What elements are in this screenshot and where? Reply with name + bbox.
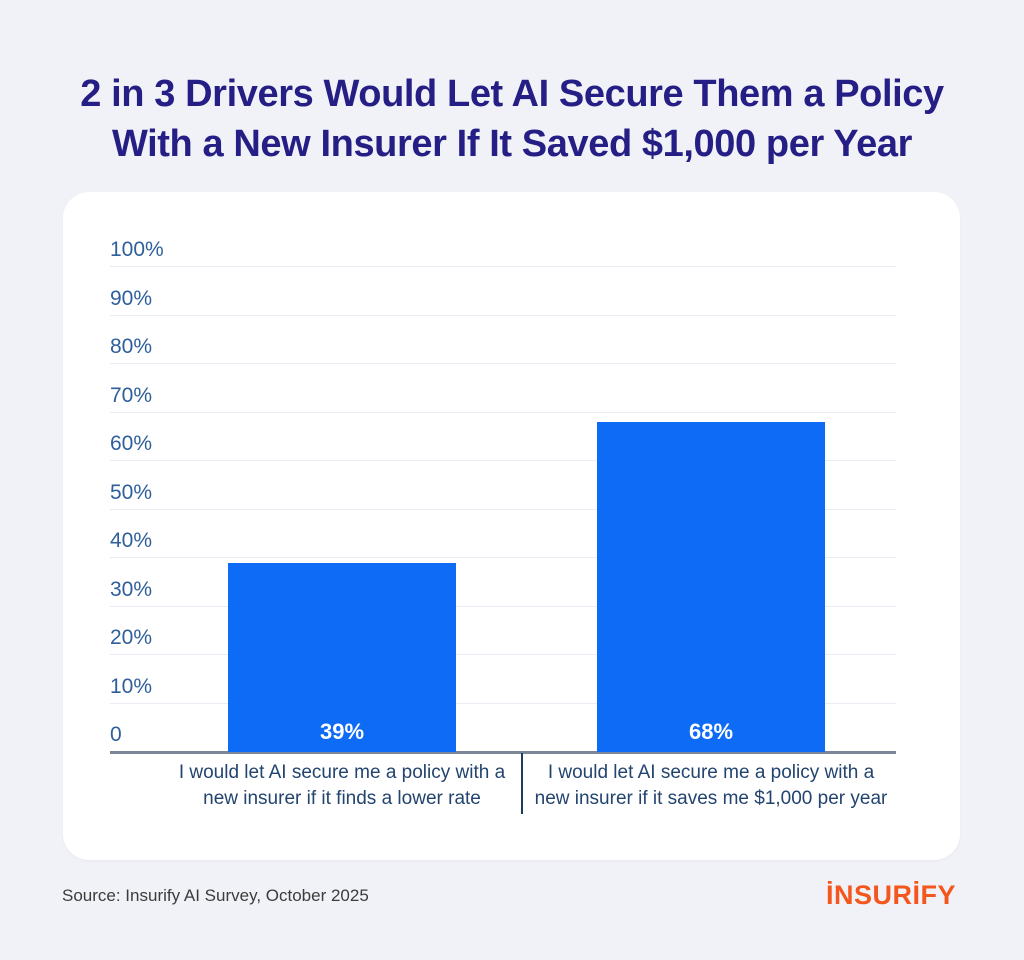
insurify-logo: İNSURİFY: [825, 880, 956, 910]
y-tick-label: 0: [110, 723, 122, 746]
y-tick-label: 50%: [110, 480, 153, 504]
source-text: Source: Insurify AI Survey, October 2025: [62, 886, 369, 905]
gridline: [110, 702, 896, 704]
gridline: [110, 654, 896, 655]
x-axis-line: [110, 751, 896, 754]
gridline: [110, 508, 896, 510]
bar: [228, 562, 456, 752]
bar: [597, 422, 825, 752]
category-divider: [521, 753, 523, 814]
y-tick-label: 70%: [110, 383, 153, 407]
gridline: [110, 363, 896, 364]
y-tick-label: 10%: [110, 674, 153, 698]
y-tick-label: 30%: [110, 577, 153, 601]
gridline: [110, 314, 896, 316]
y-tick-label: 90%: [110, 286, 153, 310]
y-tick-label: 80%: [110, 335, 153, 358]
gridline: [110, 557, 896, 558]
chart-card: 100% 90% 80% 70% 60% 50% 40% 30% 20% 10% 0 39% 68% I …: [63, 192, 960, 860]
gridline: [110, 266, 896, 267]
bar-chart: 100% 90% 80% 70% 60% 50% 40% 30% 20% 10% 0 39% 68% I …: [63, 192, 960, 860]
bar-value-label: 39%: [319, 719, 365, 744]
bar-value-label: 68%: [688, 719, 734, 744]
y-tick-label: 60%: [110, 432, 153, 455]
gridline: [110, 460, 896, 461]
y-tick-label: 100%: [110, 238, 164, 261]
category-label: I would let AI secure me a policy with a…: [534, 762, 888, 809]
y-tick-label: 20%: [110, 626, 153, 649]
category-label: I would let AI secure me a policy with a…: [178, 762, 506, 809]
page-title: 2 in 3 Drivers Would Let AI Secure Them …: [80, 73, 944, 166]
gridline: [110, 411, 896, 413]
gridline: [110, 605, 896, 607]
y-tick-label: 40%: [110, 529, 153, 552]
